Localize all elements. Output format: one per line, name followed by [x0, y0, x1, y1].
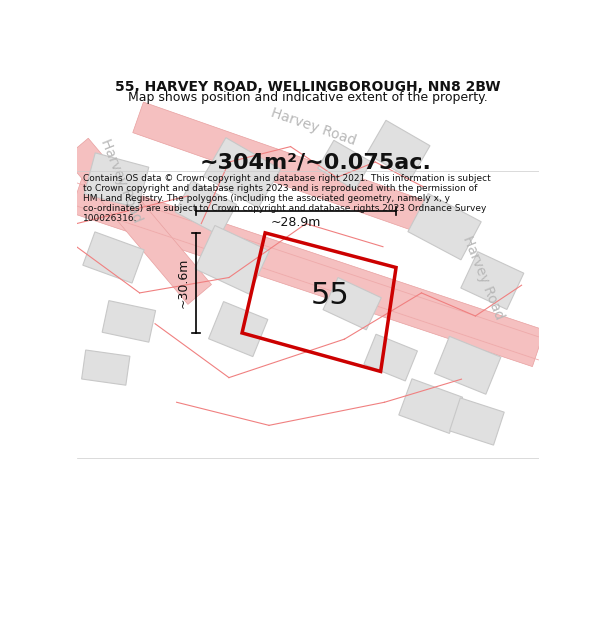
Text: ~304m²/~0.075ac.: ~304m²/~0.075ac.	[199, 152, 431, 172]
Polygon shape	[83, 232, 144, 283]
Polygon shape	[84, 153, 149, 208]
Text: Harvey Road: Harvey Road	[269, 106, 358, 148]
Polygon shape	[203, 138, 281, 208]
Polygon shape	[399, 379, 463, 433]
Polygon shape	[367, 121, 430, 179]
Polygon shape	[133, 102, 451, 241]
Text: 55: 55	[311, 281, 350, 309]
Text: HM Land Registry. The polygons (including the associated geometry, namely x, y: HM Land Registry. The polygons (includin…	[83, 194, 449, 203]
Text: Map shows position and indicative extent of the property.: Map shows position and indicative extent…	[128, 91, 487, 104]
Polygon shape	[209, 302, 268, 357]
Text: Contains OS data © Crown copyright and database right 2021. This information is : Contains OS data © Crown copyright and d…	[83, 174, 490, 183]
Polygon shape	[364, 334, 418, 381]
Text: 100026316.: 100026316.	[83, 214, 137, 223]
Polygon shape	[323, 278, 381, 330]
Polygon shape	[195, 226, 269, 294]
Text: ~28.9m: ~28.9m	[271, 216, 321, 229]
Text: ~30.6m: ~30.6m	[176, 258, 190, 308]
Text: to Crown copyright and database rights 2023 and is reproduced with the permissio: to Crown copyright and database rights 2…	[83, 184, 477, 193]
Polygon shape	[318, 140, 371, 190]
Polygon shape	[461, 252, 524, 309]
Polygon shape	[102, 301, 155, 342]
Bar	[77, 171, 539, 458]
Polygon shape	[82, 350, 130, 385]
Text: Harvey Road: Harvey Road	[460, 234, 506, 321]
Polygon shape	[70, 176, 545, 367]
Text: co-ordinates) are subject to Crown copyright and database rights 2023 Ordnance S: co-ordinates) are subject to Crown copyr…	[83, 204, 486, 213]
Text: 55, HARVEY ROAD, WELLINGBOROUGH, NN8 2BW: 55, HARVEY ROAD, WELLINGBOROUGH, NN8 2BW	[115, 79, 500, 94]
Polygon shape	[449, 398, 504, 445]
Polygon shape	[65, 138, 211, 304]
Text: Harvey Road: Harvey Road	[98, 136, 145, 224]
Polygon shape	[175, 181, 236, 236]
Polygon shape	[408, 194, 481, 260]
Polygon shape	[434, 336, 501, 394]
